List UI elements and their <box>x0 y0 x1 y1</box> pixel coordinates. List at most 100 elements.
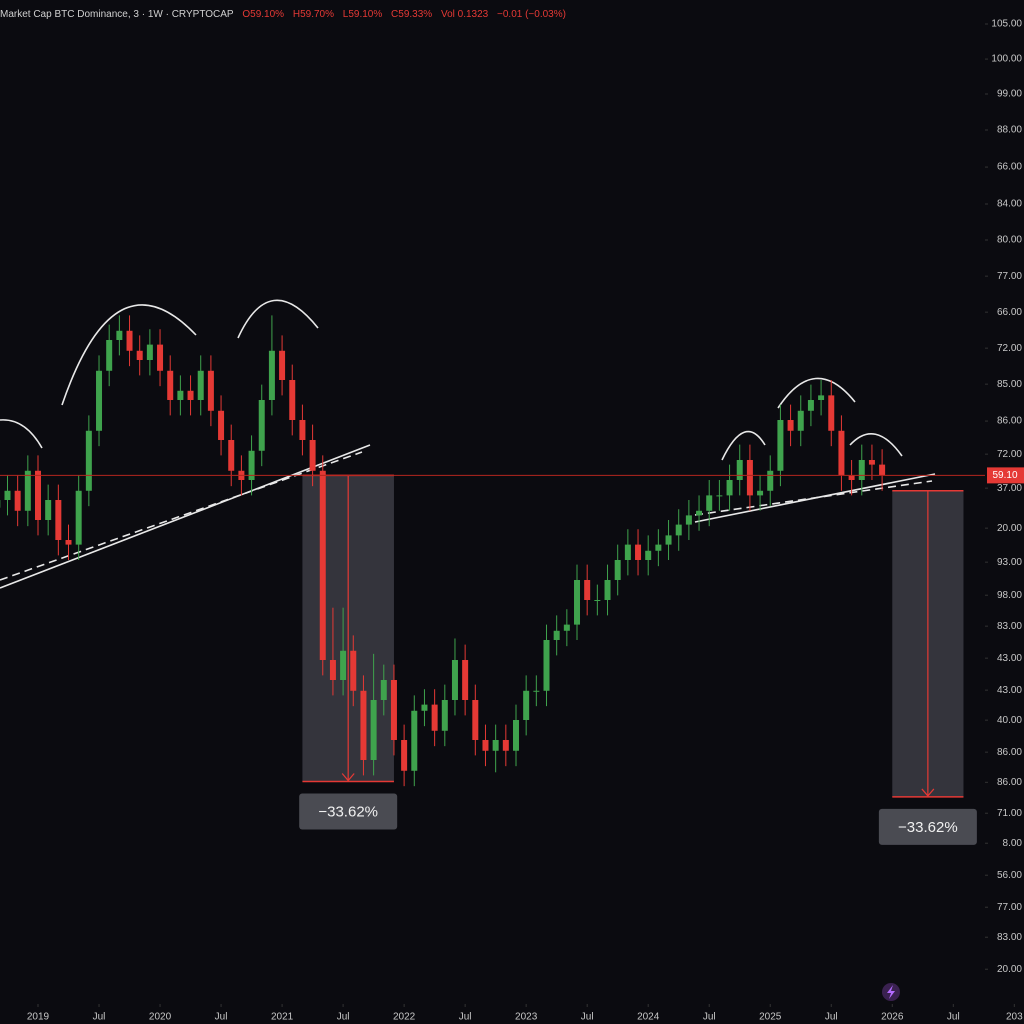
header: Market Cap BTC Dominance, 3 · 1W · CRYPT… <box>0 9 572 20</box>
price-tag-label: 59.10 <box>992 470 1017 481</box>
candle-body <box>268 350 275 400</box>
candle-body <box>4 490 11 500</box>
candle-body <box>451 660 458 700</box>
trend-line-dashed <box>0 451 363 581</box>
candle-body <box>360 690 367 760</box>
candle-body <box>797 410 804 431</box>
x-tick-label: 2023 <box>515 1012 538 1023</box>
candle-body <box>401 740 408 771</box>
x-tick-label: Jul <box>581 1012 594 1023</box>
candle-body <box>746 460 753 496</box>
candle-body <box>258 400 265 451</box>
candle-body <box>380 680 387 700</box>
y-tick-label: 83.00 <box>997 621 1022 632</box>
x-tick-label: 2025 <box>759 1012 782 1023</box>
y-tick-label: 20.00 <box>997 523 1022 534</box>
y-tick-label: 8.00 <box>1003 838 1023 849</box>
candle-body <box>116 330 123 340</box>
y-tick-label: 66.00 <box>997 307 1022 318</box>
candle-body <box>472 700 479 740</box>
y-tick-label: 43.00 <box>997 685 1022 696</box>
y-tick-label: 99.00 <box>997 89 1022 100</box>
candle-body <box>279 350 286 380</box>
candle-body <box>696 510 703 516</box>
measure-arrowhead <box>921 788 935 797</box>
candle-body <box>207 370 214 411</box>
trend-line <box>0 444 371 589</box>
candle-body <box>675 524 682 536</box>
x-tick-label: 2024 <box>637 1012 660 1023</box>
candle-body <box>146 344 153 360</box>
y-tick-label: 93.00 <box>997 557 1022 568</box>
candle-body <box>533 690 540 692</box>
y-tick-label: 37.00 <box>997 483 1022 494</box>
candle-body <box>218 410 225 440</box>
candle-body <box>390 680 397 740</box>
y-tick-label: 71.00 <box>997 808 1022 819</box>
candle-body <box>665 535 672 545</box>
measure-label-box <box>299 793 398 830</box>
candle-body <box>370 700 377 760</box>
candle-body <box>187 390 194 400</box>
y-tick-label: 84.00 <box>997 199 1022 210</box>
candle-body <box>197 370 204 400</box>
candle-body <box>421 704 428 711</box>
candle-body <box>167 370 174 400</box>
candle-body <box>879 464 886 476</box>
shoulder-arc <box>0 419 43 449</box>
candle-body <box>248 450 255 480</box>
candle-body <box>563 624 570 631</box>
candle-body <box>157 344 164 371</box>
candle-body <box>350 650 357 691</box>
candle-body <box>787 420 794 431</box>
candle-body <box>757 490 764 496</box>
y-tick-label: 86.00 <box>997 416 1022 427</box>
candle-body <box>14 490 21 511</box>
candle-body <box>96 370 103 431</box>
candle-body <box>614 560 621 580</box>
candle-body <box>655 544 662 551</box>
y-tick-label: 56.00 <box>997 870 1022 881</box>
candle-body <box>553 630 560 640</box>
candle-body <box>411 710 418 771</box>
shoulder-arc <box>849 433 903 457</box>
candle-body <box>858 460 865 480</box>
y-tick-label: 20.00 <box>997 964 1022 975</box>
price-tag <box>987 467 1024 484</box>
y-tick-label: 72.00 <box>997 449 1022 460</box>
x-tick-label: 2022 <box>393 1012 416 1023</box>
candle-body <box>482 740 489 751</box>
y-tick-label: 85.00 <box>997 379 1022 390</box>
candle-body <box>45 500 52 520</box>
candle-body <box>299 420 306 440</box>
candle-body <box>35 470 41 520</box>
candle-body <box>106 340 113 371</box>
y-tick-label: 86.00 <box>997 747 1022 758</box>
y-tick-label: 83.00 <box>997 932 1022 943</box>
candle-body <box>177 390 184 400</box>
y-tick-label: 72.00 <box>997 343 1022 354</box>
candle-body <box>848 475 855 480</box>
candle-body <box>24 470 31 511</box>
x-tick-label: Jul <box>93 1012 106 1023</box>
y-tick-label: 98.00 <box>997 590 1022 601</box>
candle-body <box>431 704 438 731</box>
candle-body <box>75 490 82 545</box>
candle-body <box>523 690 530 720</box>
volume: Vol 0.1323 <box>440 9 489 20</box>
candle-body <box>228 440 235 471</box>
candle-body <box>126 330 133 351</box>
candle-body <box>635 544 642 560</box>
head-arc <box>777 377 856 409</box>
candle-body <box>828 395 835 431</box>
candle-body <box>512 720 519 751</box>
candle-body <box>462 660 469 700</box>
candle-body <box>716 495 723 497</box>
candle-body <box>736 460 743 480</box>
x-tick-label: Jul <box>947 1012 960 1023</box>
candle-body <box>329 660 336 680</box>
y-tick-label: 80.00 <box>997 235 1022 246</box>
change: −0.01 (−0.03%) <box>497 9 566 20</box>
